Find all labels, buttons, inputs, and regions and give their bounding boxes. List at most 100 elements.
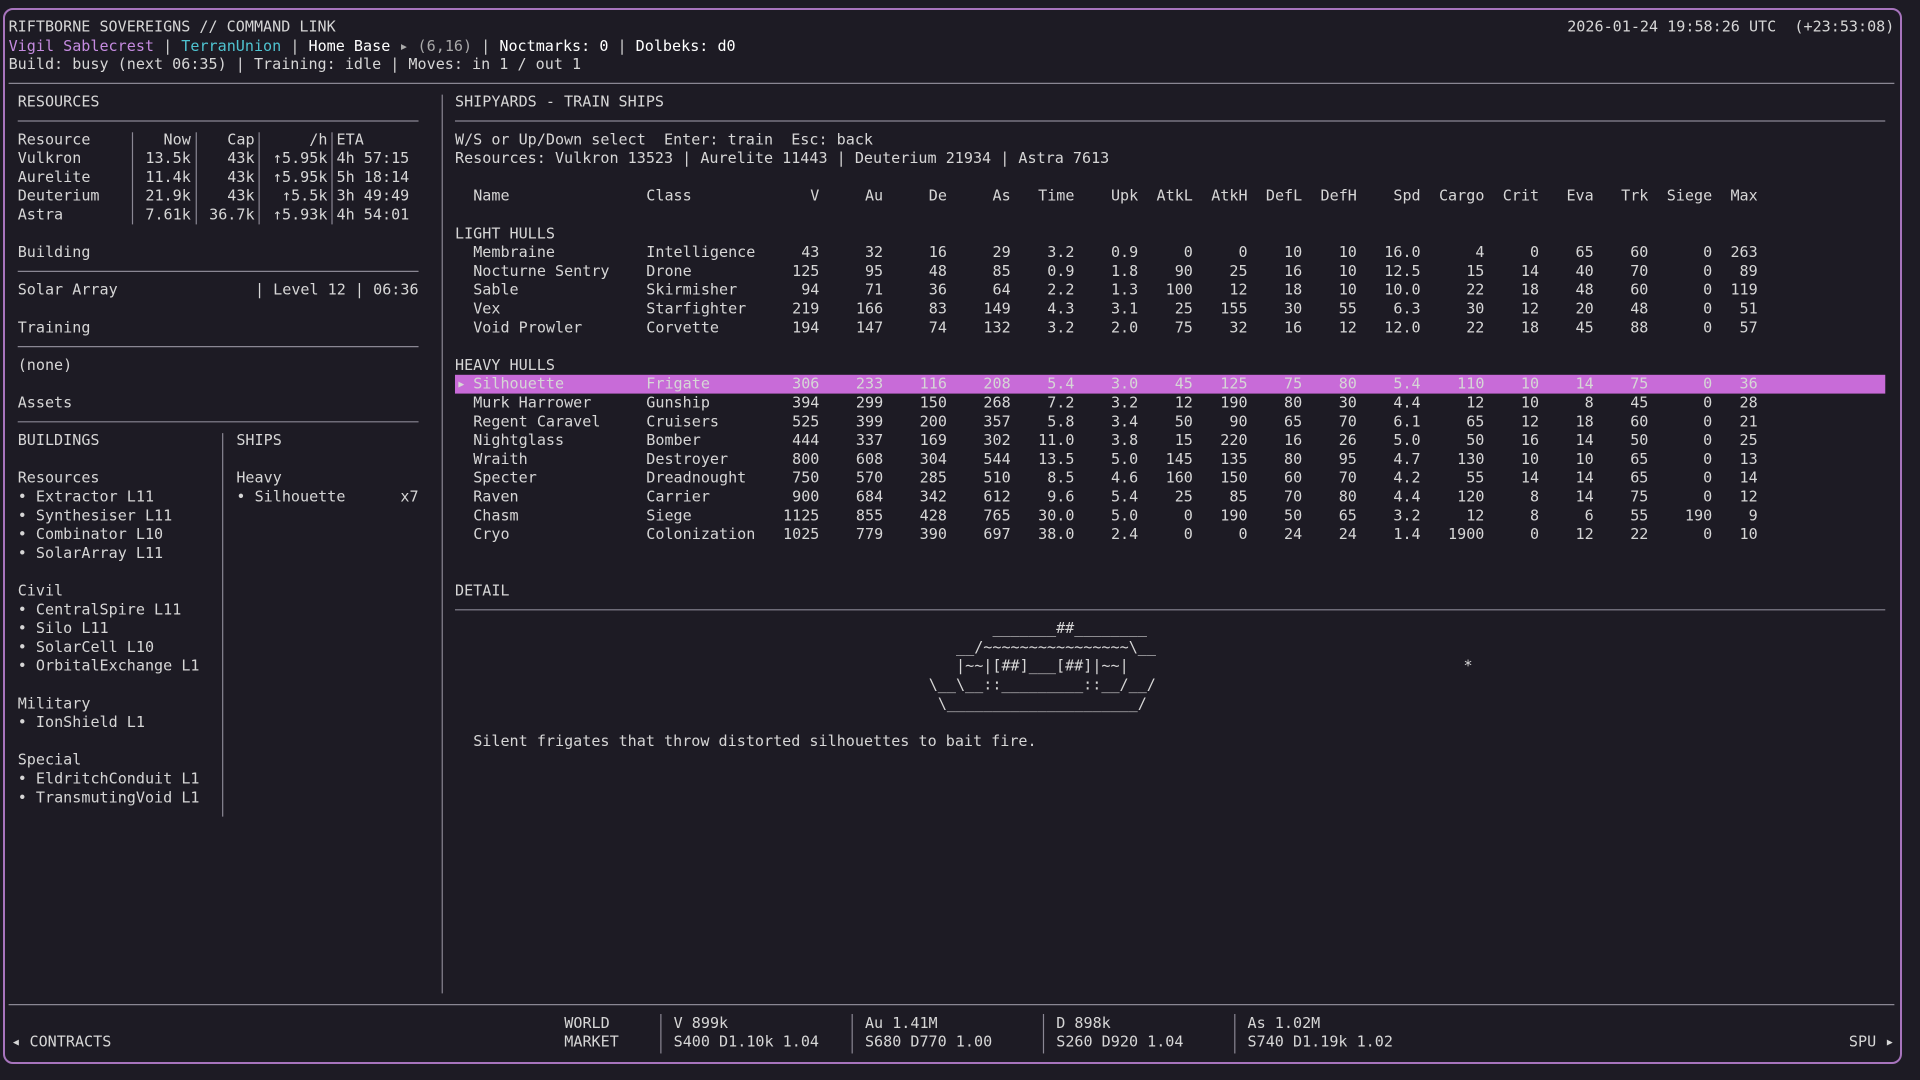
ship-cell: 3.2 bbox=[1047, 318, 1074, 336]
header-segment: Vigil Sablecrest bbox=[9, 36, 154, 54]
ship-cell: 80 bbox=[1284, 394, 1302, 412]
bullet: • bbox=[18, 525, 27, 543]
market-detail: S260 D920 1.04 bbox=[1056, 1033, 1183, 1051]
ship-cell: 779 bbox=[856, 525, 883, 543]
ship-cell: 220 bbox=[1220, 431, 1247, 449]
column-header: Resource bbox=[18, 130, 91, 148]
ship-cell: 48 bbox=[1576, 281, 1594, 299]
ship-cell: 119 bbox=[1730, 281, 1757, 299]
ship-cell: 2.2 bbox=[1047, 281, 1074, 299]
ship-cell: 14 bbox=[1740, 469, 1758, 487]
ship-cell: 36 bbox=[1740, 375, 1758, 393]
column-header: Au bbox=[865, 187, 883, 205]
ship-cell: 125 bbox=[1220, 375, 1247, 393]
ship-name: Sable bbox=[473, 281, 518, 299]
ship-cell: 233 bbox=[856, 375, 883, 393]
ship-cell: 1025 bbox=[783, 525, 819, 543]
ship-cell: Dreadnought bbox=[646, 469, 746, 487]
market-detail: S740 D1.19k 1.02 bbox=[1248, 1033, 1393, 1051]
building-name: Solar Array bbox=[18, 281, 118, 299]
ship-cell: 48 bbox=[929, 262, 947, 280]
column-header: /h bbox=[309, 130, 327, 148]
resource-cell: 11.4k bbox=[145, 168, 190, 186]
ship-cell: 10 bbox=[1339, 262, 1357, 280]
ship-cell: 45 bbox=[1630, 394, 1648, 412]
ship-cell: 18 bbox=[1521, 281, 1539, 299]
training-value: (none) bbox=[18, 356, 73, 374]
building-item: Synthesiser L11 bbox=[36, 506, 172, 524]
ship-cell: 1.8 bbox=[1111, 262, 1138, 280]
ship-name: Silhouette bbox=[473, 375, 564, 393]
ship-cell: 0 bbox=[1703, 262, 1712, 280]
ship-cell: 10 bbox=[1284, 243, 1302, 261]
ship-cell: 0 bbox=[1703, 488, 1712, 506]
ship-cell: 30 bbox=[1284, 300, 1302, 318]
resource-cell: 21.9k bbox=[145, 187, 190, 205]
bullet: • bbox=[18, 713, 27, 731]
ship-cell: 29 bbox=[993, 243, 1011, 261]
ship-cell: 268 bbox=[983, 394, 1010, 412]
resource-name: Vulkron bbox=[18, 149, 82, 167]
ship-cell: 83 bbox=[929, 300, 947, 318]
ship-cell: 18 bbox=[1576, 412, 1594, 430]
ship-cell: 149 bbox=[983, 300, 1010, 318]
ship-cell: 26 bbox=[1339, 431, 1357, 449]
ship-name: Cryo bbox=[473, 525, 509, 543]
ascii-art: \__\__::_________::__/__/ bbox=[929, 676, 1156, 694]
ship-cell: 306 bbox=[792, 375, 819, 393]
ship-cell: 765 bbox=[983, 506, 1010, 524]
ship-cell: 194 bbox=[792, 318, 819, 336]
ship-cell: 5.4 bbox=[1047, 375, 1074, 393]
ship-cell: Bomber bbox=[646, 431, 701, 449]
status-line: Build: busy (next 06:35) | Training: idl… bbox=[9, 55, 582, 73]
building-item: Silo L11 bbox=[36, 619, 109, 637]
ship-cell: 90 bbox=[1175, 262, 1193, 280]
ship-cell: 100 bbox=[1166, 281, 1193, 299]
resource-cell: ↑5.93k bbox=[273, 206, 328, 224]
ship-cell: 0 bbox=[1703, 469, 1712, 487]
ship-cell: Frigate bbox=[646, 375, 710, 393]
ship-cell: 5.4 bbox=[1393, 375, 1420, 393]
ship-cell: 14 bbox=[1576, 488, 1594, 506]
ship-cell: 75 bbox=[1175, 318, 1193, 336]
ship-cell: 612 bbox=[983, 488, 1010, 506]
group-heading: Special bbox=[18, 751, 82, 769]
ship-cell: 10 bbox=[1740, 525, 1758, 543]
ship-cell: 3.2 bbox=[1393, 506, 1420, 524]
ship-cell: 85 bbox=[993, 262, 1011, 280]
header-segment: Home Base bbox=[309, 36, 391, 54]
group-heading: Military bbox=[18, 694, 91, 712]
ship-cell: 25 bbox=[1229, 262, 1247, 280]
group-heading: Heavy bbox=[236, 469, 281, 487]
ship-cell: 399 bbox=[856, 412, 883, 430]
ship-cell: 9 bbox=[1749, 506, 1758, 524]
ship-cell: 3.2 bbox=[1111, 394, 1138, 412]
resource-cell: 4h 54:01 bbox=[337, 206, 410, 224]
resource-summary: Resources: Vulkron 13523 | Aurelite 1144… bbox=[455, 149, 1109, 167]
ship-cell: 16.0 bbox=[1384, 243, 1420, 261]
building-item: Combinator L10 bbox=[36, 525, 163, 543]
ship-cell: 5.0 bbox=[1393, 431, 1420, 449]
ship-cell: Carrier bbox=[646, 488, 710, 506]
ship-cell: 20 bbox=[1576, 300, 1594, 318]
market-head: D 898k bbox=[1056, 1014, 1111, 1032]
ship-cell: 4 bbox=[1475, 243, 1484, 261]
column-header: Cargo bbox=[1439, 187, 1484, 205]
key-help: W/S or Up/Down select Enter: train Esc: … bbox=[455, 130, 873, 148]
ship-cell: Gunship bbox=[646, 394, 710, 412]
ship-cell: 16 bbox=[1521, 431, 1539, 449]
ship-cell: 0 bbox=[1703, 394, 1712, 412]
ship-cell: 0 bbox=[1238, 525, 1247, 543]
ship-cell: 0.9 bbox=[1111, 243, 1138, 261]
ship-cell: 22 bbox=[1466, 318, 1484, 336]
ship-cell: 60 bbox=[1630, 281, 1648, 299]
ship-name: Membraine bbox=[473, 243, 555, 261]
column-header: Name bbox=[473, 187, 509, 205]
ship-cell: 50 bbox=[1175, 412, 1193, 430]
ship-cell: Cruisers bbox=[646, 412, 719, 430]
bullet: • bbox=[236, 488, 245, 506]
header-segment: | bbox=[281, 36, 308, 54]
ship-cell: 3.8 bbox=[1111, 431, 1138, 449]
ship-cell: 8 bbox=[1585, 394, 1594, 412]
